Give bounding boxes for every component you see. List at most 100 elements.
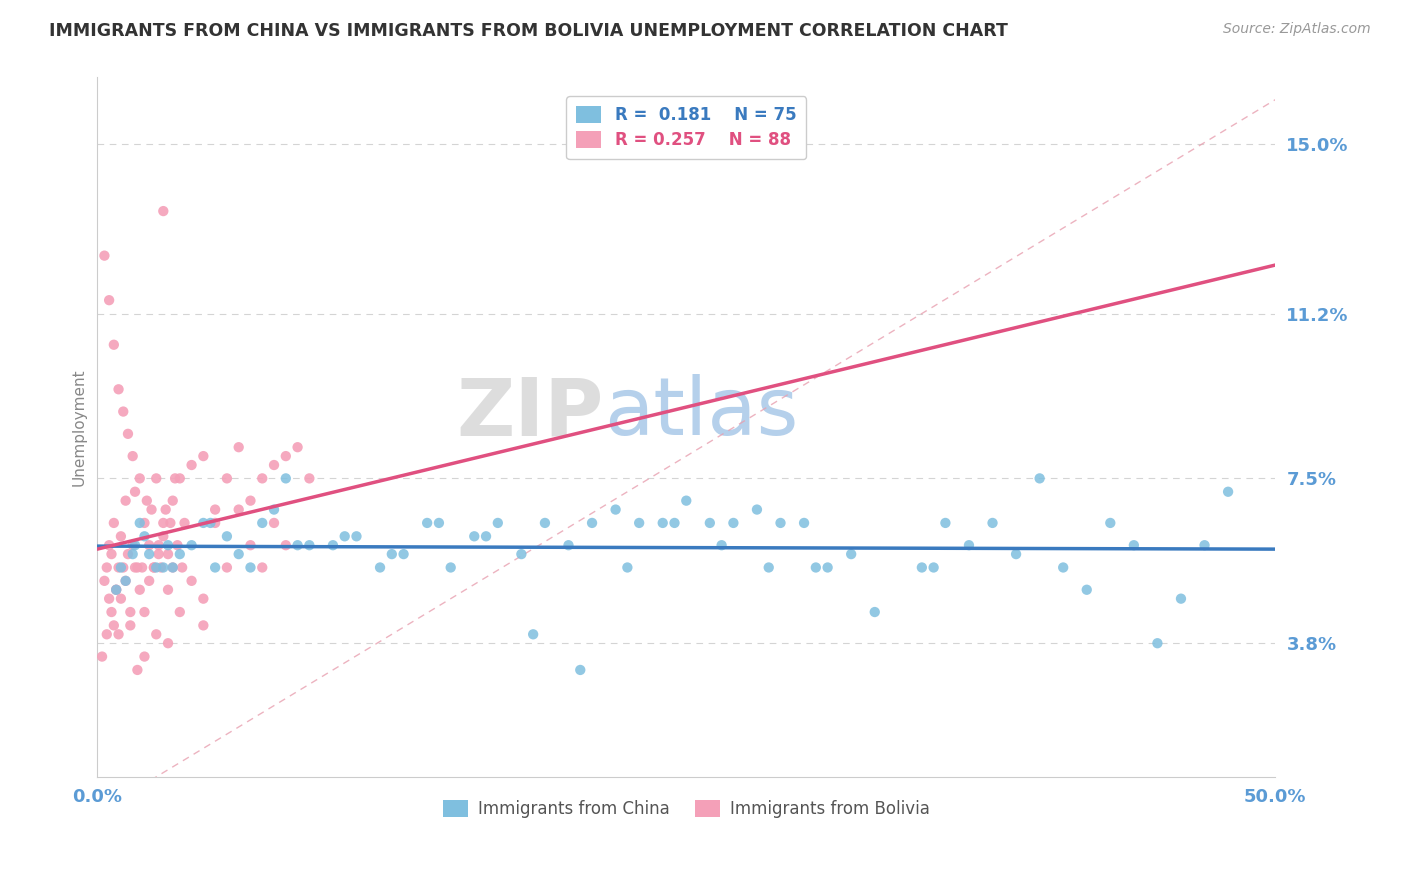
- Point: [120, 605, 142, 619]
- Point: [157, 582, 180, 597]
- Point: [440, 560, 463, 574]
- Point: [416, 516, 439, 530]
- Text: atlas: atlas: [603, 374, 799, 452]
- Point: [793, 516, 815, 530]
- Point: [110, 560, 132, 574]
- Point: [215, 560, 238, 574]
- Point: [745, 502, 768, 516]
- Point: [110, 529, 132, 543]
- Point: [162, 560, 184, 574]
- Point: [148, 547, 170, 561]
- Point: [128, 582, 150, 597]
- Point: [107, 560, 129, 574]
- Point: [103, 516, 125, 530]
- Point: [173, 516, 195, 530]
- Point: [145, 627, 167, 641]
- Point: [1146, 636, 1168, 650]
- Point: [98, 591, 121, 606]
- Point: [134, 649, 156, 664]
- Point: [121, 449, 143, 463]
- Point: [134, 529, 156, 543]
- Point: [180, 574, 202, 588]
- Point: [165, 471, 187, 485]
- Point: [368, 560, 391, 574]
- Point: [138, 547, 160, 561]
- Point: [581, 516, 603, 530]
- Point: [252, 516, 274, 530]
- Point: [957, 538, 980, 552]
- Point: [110, 591, 132, 606]
- Point: [124, 560, 146, 574]
- Point: [252, 471, 274, 485]
- Point: [148, 538, 170, 552]
- Point: [534, 516, 557, 530]
- Point: [769, 516, 792, 530]
- Text: ZIP: ZIP: [457, 374, 603, 452]
- Point: [105, 582, 128, 597]
- Point: [1099, 516, 1122, 530]
- Point: [107, 382, 129, 396]
- Point: [157, 636, 180, 650]
- Point: [287, 538, 309, 552]
- Point: [91, 649, 114, 664]
- Point: [193, 449, 215, 463]
- Point: [100, 547, 122, 561]
- Point: [145, 560, 167, 574]
- Point: [1122, 538, 1144, 552]
- Point: [152, 560, 174, 574]
- Point: [172, 560, 194, 574]
- Point: [114, 493, 136, 508]
- Point: [228, 547, 250, 561]
- Point: [117, 426, 139, 441]
- Point: [142, 560, 165, 574]
- Point: [141, 502, 163, 516]
- Point: [569, 663, 592, 677]
- Point: [98, 293, 121, 308]
- Point: [169, 471, 191, 485]
- Point: [114, 574, 136, 588]
- Point: [152, 529, 174, 543]
- Point: [152, 516, 174, 530]
- Point: [215, 471, 238, 485]
- Point: [934, 516, 956, 530]
- Point: [239, 538, 262, 552]
- Point: [710, 538, 733, 552]
- Point: [121, 547, 143, 561]
- Point: [475, 529, 498, 543]
- Point: [103, 618, 125, 632]
- Point: [427, 516, 450, 530]
- Point: [149, 560, 172, 574]
- Point: [169, 547, 191, 561]
- Point: [215, 529, 238, 543]
- Point: [193, 516, 215, 530]
- Point: [180, 538, 202, 552]
- Point: [162, 560, 184, 574]
- Point: [1052, 560, 1074, 574]
- Point: [839, 547, 862, 561]
- Point: [180, 458, 202, 472]
- Point: [103, 337, 125, 351]
- Point: [981, 516, 1004, 530]
- Point: [112, 404, 135, 418]
- Point: [298, 471, 321, 485]
- Text: IMMIGRANTS FROM CHINA VS IMMIGRANTS FROM BOLIVIA UNEMPLOYMENT CORRELATION CHART: IMMIGRANTS FROM CHINA VS IMMIGRANTS FROM…: [49, 22, 1008, 40]
- Point: [486, 516, 509, 530]
- Point: [96, 627, 118, 641]
- Point: [124, 484, 146, 499]
- Point: [381, 547, 404, 561]
- Point: [911, 560, 934, 574]
- Point: [193, 591, 215, 606]
- Point: [131, 560, 153, 574]
- Point: [134, 516, 156, 530]
- Point: [1194, 538, 1216, 552]
- Point: [204, 516, 226, 530]
- Point: [138, 538, 160, 552]
- Point: [863, 605, 886, 619]
- Legend: Immigrants from China, Immigrants from Bolivia: Immigrants from China, Immigrants from B…: [436, 793, 936, 824]
- Point: [107, 627, 129, 641]
- Point: [804, 560, 827, 574]
- Point: [664, 516, 686, 530]
- Y-axis label: Unemployment: Unemployment: [72, 368, 86, 486]
- Point: [169, 605, 191, 619]
- Point: [557, 538, 579, 552]
